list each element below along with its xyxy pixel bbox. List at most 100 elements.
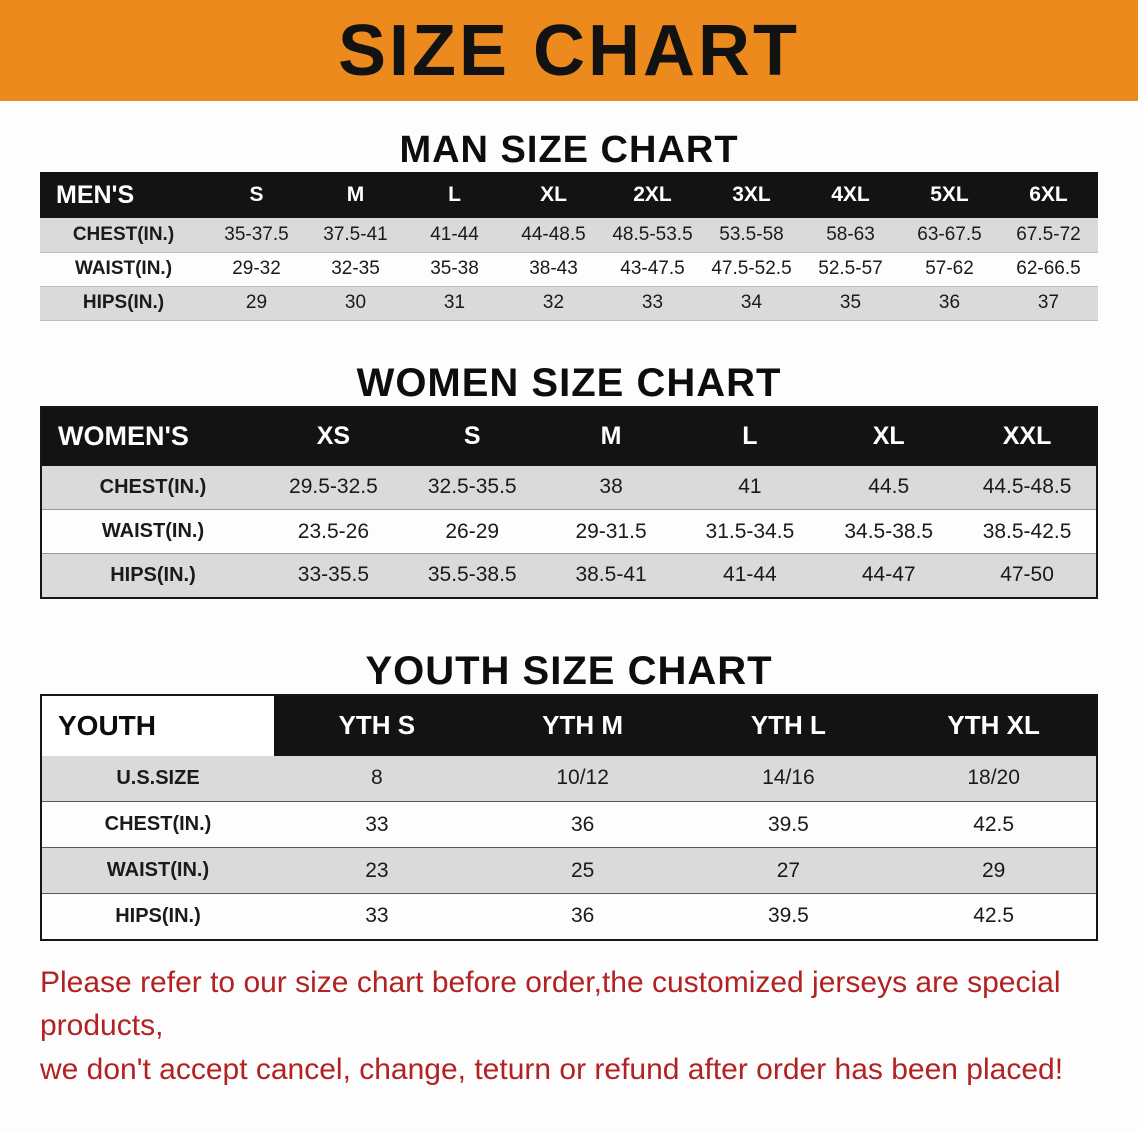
size-value-cell: 29.5-32.5	[289, 475, 378, 499]
size-value-cell: 32-35	[331, 258, 380, 279]
size-value-cell: 63-67.5	[917, 223, 982, 245]
size-value-cell: 58-63	[826, 223, 875, 245]
size-value-cell: 43-47.5	[620, 258, 685, 279]
size-column-header: 4XL	[801, 172, 900, 218]
size-value-cell: 32	[542, 292, 565, 313]
size-column-header: 6XL	[999, 172, 1098, 218]
table-title-cell: WOMEN'S	[41, 406, 264, 466]
size-value-cell: 39.5	[767, 812, 809, 836]
size-column-header: XL	[819, 406, 959, 466]
size-column-header: L	[405, 172, 504, 218]
youth-section-heading: YOUTH SIZE CHART	[365, 648, 773, 693]
size-value-cell: 29	[245, 292, 268, 313]
size-value-cell: 38.5-42.5	[982, 519, 1072, 543]
size-value-cell: 48.5-53.5	[612, 223, 693, 245]
size-value-cell: 18/20	[967, 766, 1020, 790]
size-value-cell: 23.5-26	[297, 519, 370, 543]
size-value-cell: 37	[1037, 292, 1060, 313]
youth-size-section: YOUTH SIZE CHART YOUTH YTH S YTH M YTH L YTH…	[0, 599, 1138, 941]
size-value-cell: 10/12	[556, 766, 609, 790]
size-value-cell: 25	[570, 858, 595, 882]
size-value-cell: 35	[839, 292, 862, 313]
size-column-header: YTH M	[479, 694, 686, 756]
size-value-cell: 39.5	[767, 904, 809, 928]
row-label: WAIST(IN.)	[101, 520, 205, 542]
size-column-header: XL	[504, 172, 603, 218]
table-row: CHEST(IN.) 29.5-32.5 32.5-35.5 38 41 44.5 44.5…	[41, 465, 1097, 510]
row-label: HIPS(IN.)	[110, 563, 196, 586]
size-column-header: YTH L	[685, 694, 892, 756]
size-value-cell: 41	[738, 475, 762, 499]
size-value-cell: 62-66.5	[1016, 258, 1081, 279]
size-value-cell: 34.5-38.5	[844, 519, 934, 543]
size-column-header: XXL	[958, 406, 1097, 466]
table-title-cell: YOUTH	[41, 694, 274, 756]
row-label: HIPS(IN.)	[115, 904, 201, 927]
size-value-cell: 44.5-48.5	[982, 475, 1072, 499]
youth-size-table: YOUTH YTH S YTH M YTH L YTH XL U.S.SIZE 8 10/12…	[40, 693, 1098, 941]
row-label: U.S.SIZE	[116, 766, 200, 789]
row-label: CHEST(IN.)	[104, 813, 212, 835]
size-column-header: M	[306, 172, 405, 218]
size-value-cell: 38	[599, 475, 623, 499]
size-value-cell: 38-43	[529, 258, 578, 279]
size-value-cell: 36	[938, 292, 961, 313]
size-value-cell: 34	[740, 292, 763, 313]
row-label: CHEST(IN.)	[72, 223, 175, 245]
size-column-header: 3XL	[702, 172, 801, 218]
size-value-cell: 53.5-58	[719, 223, 784, 245]
row-label: WAIST(IN.)	[106, 859, 210, 881]
table-row: HIPS(IN.) 33 36 39.5 42.5	[41, 894, 1097, 940]
table-title-cell: MEN'S	[40, 172, 207, 218]
size-value-cell: 29	[981, 858, 1006, 882]
size-value-cell: 44-47	[861, 563, 916, 587]
row-label: WAIST(IN.)	[74, 258, 173, 279]
page-title: SIZE CHART	[338, 10, 800, 91]
size-value-cell: 33	[641, 292, 664, 313]
size-value-cell: 35-37.5	[224, 223, 289, 245]
size-value-cell: 33	[365, 812, 389, 836]
size-column-header: YTH XL	[891, 694, 1097, 756]
size-value-cell: 38.5-41	[575, 563, 647, 587]
size-value-cell: 29-32	[232, 258, 281, 279]
size-value-cell: 27	[776, 858, 801, 882]
table-row: CHEST(IN.) 33 36 39.5 42.5	[41, 802, 1097, 848]
size-value-cell: 29-31.5	[575, 519, 647, 543]
size-column-header: 5XL	[900, 172, 999, 218]
size-column-header: 2XL	[603, 172, 702, 218]
table-header-row: WOMEN'S XS S M L XL XXL	[41, 406, 1097, 466]
size-value-cell: 44.5	[868, 475, 910, 499]
men-size-table: MEN'S S M L XL 2XL 3XL 4XL 5XL 6XL CHEST(IN.) 35-37…	[40, 172, 1098, 321]
size-value-cell: 33	[365, 904, 389, 928]
size-value-cell: 35-38	[430, 258, 479, 279]
table-row: CHEST(IN.) 35-37.5 37.5-41 41-44 44-48.5 48.5…	[40, 218, 1098, 252]
size-value-cell: 47-50	[1000, 563, 1054, 587]
size-value-cell: 36	[570, 904, 595, 928]
size-chart-banner: SIZE CHART	[0, 0, 1138, 101]
footer-note: Please refer to our size chart before or…	[40, 961, 1128, 1092]
size-value-cell: 33-35.5	[297, 563, 370, 587]
women-section-heading: WOMEN SIZE CHART	[356, 360, 782, 405]
man-section-heading: MAN SIZE CHART	[399, 129, 739, 171]
size-value-cell: 31	[443, 292, 466, 313]
man-size-section: MAN SIZE CHART MEN'S S M L XL 2XL 3XL 4XL 5XL 6XL…	[0, 101, 1138, 321]
size-value-cell: 8	[371, 766, 383, 790]
footer-note-line1: Please refer to our size chart before or…	[40, 965, 1061, 1043]
table-row: WAIST(IN.) 23.5-26 26-29 29-31.5 31.5-34.5 34…	[41, 510, 1097, 554]
size-column-header: L	[680, 406, 820, 466]
table-row: HIPS(IN.) 29 30 31 32 33 34 35 36 37	[40, 286, 1098, 320]
size-value-cell: 35.5-38.5	[427, 563, 517, 587]
size-value-cell: 41-44	[430, 223, 479, 245]
table-row: WAIST(IN.) 29-32 32-35 35-38 38-43 43-47.5 47.…	[40, 252, 1098, 286]
size-value-cell: 30	[344, 292, 367, 313]
size-value-cell: 14/16	[762, 766, 815, 790]
women-size-table: WOMEN'S XS S M L XL XXL CHEST(IN.) 29.5-32.5 32.5…	[40, 405, 1098, 599]
size-value-cell: 47.5-52.5	[711, 258, 792, 279]
size-column-header: M	[541, 406, 681, 466]
women-size-section: WOMEN SIZE CHART WOMEN'S XS S M L XL XXL CHEST(…	[0, 321, 1138, 599]
size-value-cell: 36	[570, 812, 595, 836]
table-header-row: MEN'S S M L XL 2XL 3XL 4XL 5XL 6XL	[40, 172, 1098, 218]
row-label: CHEST(IN.)	[99, 475, 207, 498]
size-value-cell: 31.5-34.5	[705, 519, 795, 543]
size-value-cell: 41-44	[723, 563, 777, 587]
